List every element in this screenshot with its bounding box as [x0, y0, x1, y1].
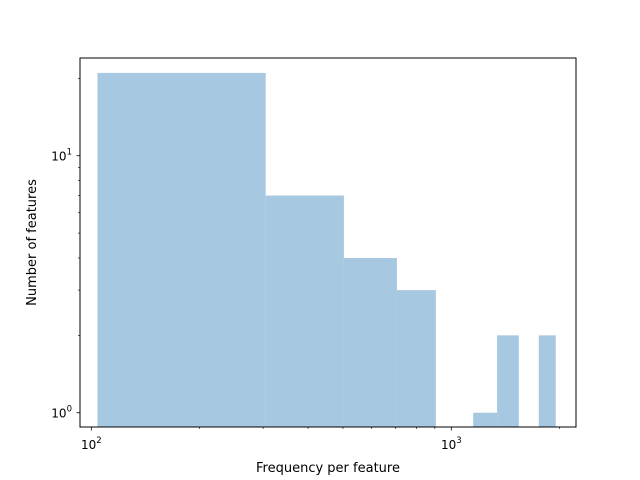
histogram-bar-4 [396, 290, 436, 427]
ticks-layer: 102 103 100 101 [51, 78, 560, 452]
histogram-bar-1 [97, 72, 266, 428]
histogram-bar-3 [343, 257, 397, 427]
bars-layer [97, 72, 556, 428]
y-tick-label: 101 [51, 148, 72, 164]
y-axis-label: Number of features [25, 179, 40, 306]
histogram-bar-6 [497, 335, 519, 427]
x-tick-label: 102 [81, 436, 102, 452]
x-axis-label: Frequency per feature [256, 461, 400, 476]
x-tick-label: 103 [441, 436, 462, 452]
axes-frame [79, 57, 577, 428]
histogram-bar-7 [538, 335, 556, 427]
histogram-bar-2 [265, 195, 344, 427]
histogram-bar-5 [473, 412, 498, 427]
y-tick-label: 100 [51, 405, 72, 421]
